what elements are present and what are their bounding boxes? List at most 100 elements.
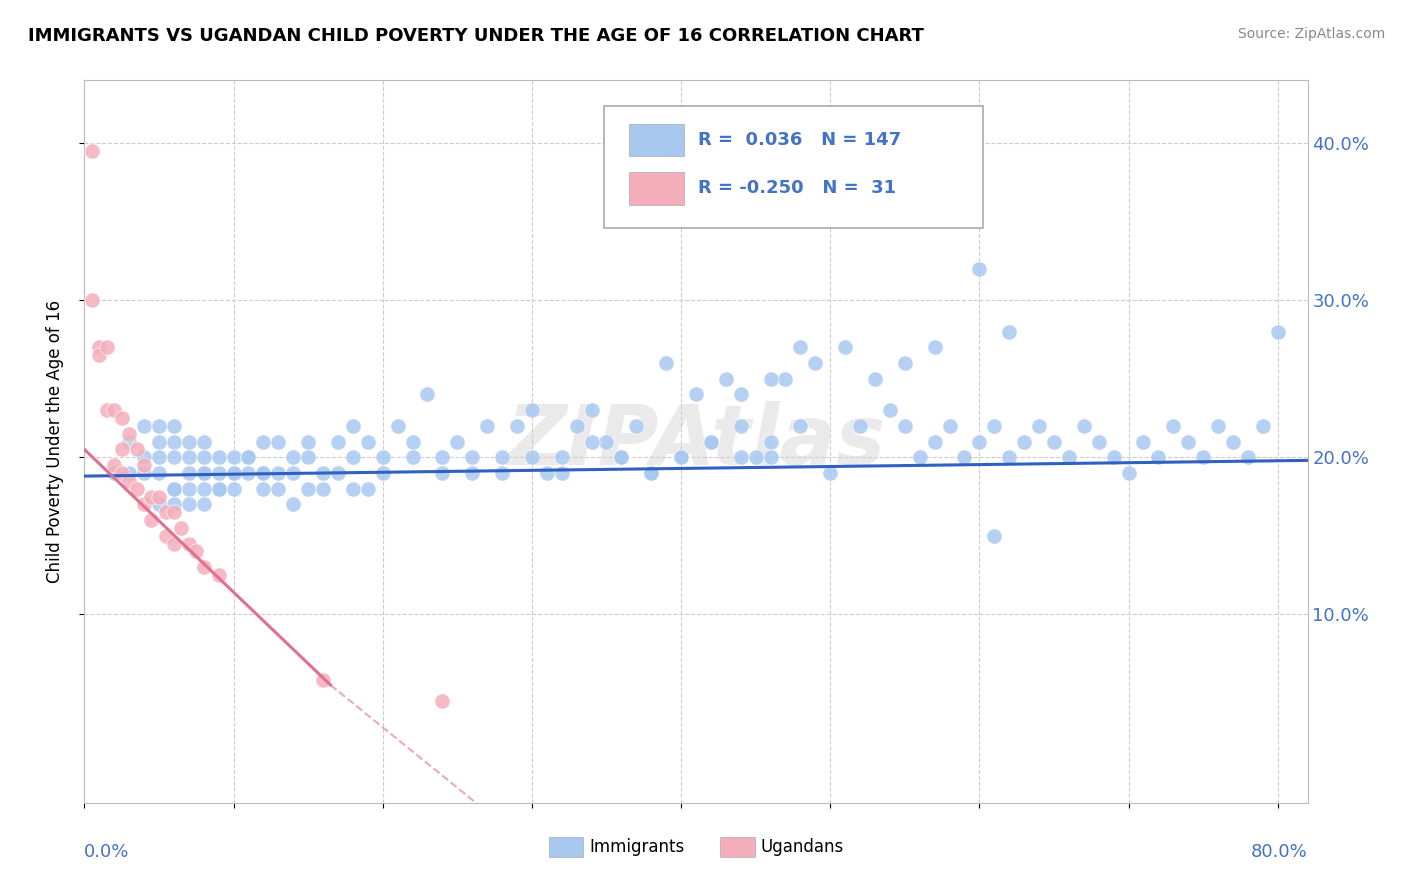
Point xyxy=(155,505,177,519)
Point xyxy=(1132,434,1154,449)
Point xyxy=(148,466,170,480)
Point xyxy=(730,418,752,433)
Point xyxy=(655,356,678,370)
Text: 80.0%: 80.0% xyxy=(1251,843,1308,861)
Point xyxy=(267,466,290,480)
Point xyxy=(177,450,200,465)
Point xyxy=(1206,418,1229,433)
Text: Immigrants: Immigrants xyxy=(589,838,685,855)
Point xyxy=(610,450,633,465)
Point xyxy=(89,348,111,362)
Point xyxy=(238,450,260,465)
Point xyxy=(141,513,163,527)
Point xyxy=(730,387,752,401)
Point xyxy=(96,340,118,354)
Point xyxy=(148,497,170,511)
Point xyxy=(357,434,380,449)
Point xyxy=(177,466,200,480)
Point xyxy=(155,529,177,543)
Text: IMMIGRANTS VS UGANDAN CHILD POVERTY UNDER THE AGE OF 16 CORRELATION CHART: IMMIGRANTS VS UGANDAN CHILD POVERTY UNDE… xyxy=(28,27,924,45)
Point xyxy=(148,434,170,449)
Point xyxy=(789,418,811,433)
Point xyxy=(849,418,872,433)
Point xyxy=(163,505,186,519)
FancyBboxPatch shape xyxy=(628,172,683,204)
Point xyxy=(894,418,917,433)
Point xyxy=(1102,450,1125,465)
Text: R =  0.036   N = 147: R = 0.036 N = 147 xyxy=(699,130,901,149)
Point xyxy=(401,434,423,449)
Point xyxy=(475,418,498,433)
Point xyxy=(132,418,155,433)
Point xyxy=(297,434,319,449)
Point xyxy=(193,450,215,465)
Point xyxy=(252,482,274,496)
Point xyxy=(775,372,797,386)
Point xyxy=(177,482,200,496)
Point xyxy=(491,466,513,480)
Point xyxy=(163,482,186,496)
Point xyxy=(669,450,692,465)
Point xyxy=(80,144,103,158)
Point xyxy=(1028,418,1050,433)
Point xyxy=(252,466,274,480)
Point xyxy=(1267,325,1289,339)
Point xyxy=(222,482,245,496)
Point xyxy=(283,466,305,480)
Point xyxy=(193,497,215,511)
Point xyxy=(111,442,134,457)
Point xyxy=(551,450,574,465)
Point xyxy=(118,466,141,480)
Point xyxy=(432,694,454,708)
Point xyxy=(312,673,335,688)
Y-axis label: Child Poverty Under the Age of 16: Child Poverty Under the Age of 16 xyxy=(45,300,63,583)
Point xyxy=(177,434,200,449)
Point xyxy=(103,466,125,480)
Point xyxy=(1177,434,1199,449)
Point xyxy=(177,497,200,511)
Point xyxy=(924,434,946,449)
Point xyxy=(924,340,946,354)
Point xyxy=(252,466,274,480)
Point xyxy=(342,482,364,496)
Point xyxy=(759,434,782,449)
Point xyxy=(1043,434,1066,449)
Point xyxy=(581,403,603,417)
Point xyxy=(103,403,125,417)
Point xyxy=(1222,434,1244,449)
Point xyxy=(118,426,141,441)
Text: Source: ZipAtlas.com: Source: ZipAtlas.com xyxy=(1237,27,1385,41)
FancyBboxPatch shape xyxy=(605,105,983,228)
Point xyxy=(520,403,543,417)
Point xyxy=(432,450,454,465)
Point xyxy=(283,450,305,465)
Point xyxy=(669,450,692,465)
Point xyxy=(818,466,841,480)
Point xyxy=(804,356,827,370)
Point xyxy=(163,536,186,550)
Point xyxy=(342,418,364,433)
Point xyxy=(118,434,141,449)
Point xyxy=(744,450,766,465)
Point xyxy=(252,434,274,449)
Point xyxy=(111,466,134,480)
Point xyxy=(863,372,886,386)
Point xyxy=(193,482,215,496)
Point xyxy=(894,356,917,370)
Point xyxy=(700,434,723,449)
Point xyxy=(207,450,229,465)
Point xyxy=(222,466,245,480)
Point xyxy=(938,418,960,433)
Point xyxy=(1192,450,1215,465)
Point xyxy=(998,325,1021,339)
Point xyxy=(141,490,163,504)
Point xyxy=(371,450,394,465)
Point xyxy=(626,418,648,433)
Point xyxy=(312,466,335,480)
Point xyxy=(103,458,125,472)
Point xyxy=(96,403,118,417)
Text: ZIPAtlas: ZIPAtlas xyxy=(506,401,886,482)
Point xyxy=(125,442,148,457)
Point xyxy=(595,434,617,449)
Point xyxy=(759,372,782,386)
